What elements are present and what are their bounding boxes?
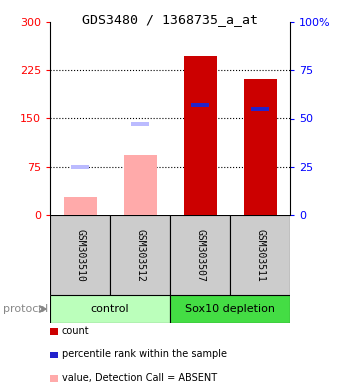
Text: GSM303511: GSM303511	[255, 228, 265, 281]
Bar	[230, 215, 290, 295]
Bar	[64, 197, 97, 215]
Bar	[123, 155, 156, 215]
Text: GDS3480 / 1368735_a_at: GDS3480 / 1368735_a_at	[82, 13, 258, 26]
Text: control: control	[91, 304, 129, 314]
Bar	[191, 103, 209, 107]
Text: count: count	[62, 326, 89, 336]
Bar	[251, 107, 269, 111]
Bar	[170, 215, 230, 295]
Bar	[50, 215, 110, 295]
Text: value, Detection Call = ABSENT: value, Detection Call = ABSENT	[62, 373, 217, 383]
Bar	[71, 165, 89, 169]
Text: GSM303507: GSM303507	[195, 228, 205, 281]
Text: protocol: protocol	[3, 304, 49, 314]
Text: percentile rank within the sample: percentile rank within the sample	[62, 349, 227, 359]
Text: GSM303512: GSM303512	[135, 228, 145, 281]
Bar	[170, 295, 290, 323]
Text: GSM303510: GSM303510	[75, 228, 85, 281]
Bar	[131, 122, 149, 126]
Text: Sox10 depletion: Sox10 depletion	[185, 304, 275, 314]
Bar	[110, 215, 170, 295]
Bar	[184, 56, 217, 215]
Bar	[50, 295, 170, 323]
Bar	[243, 79, 276, 215]
